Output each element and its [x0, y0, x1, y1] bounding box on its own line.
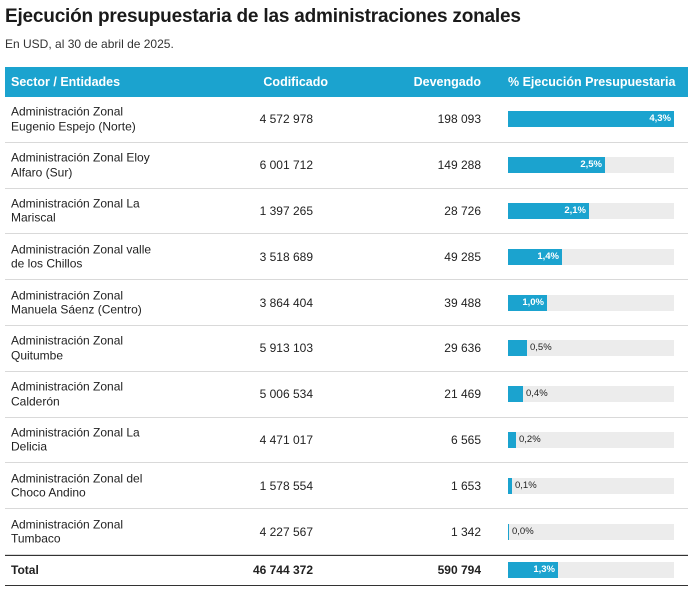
devengado-value: 198 093 [437, 112, 481, 127]
table-row: Administración Zonal Manuela Sáenz (Cent… [5, 280, 688, 326]
table-row: Administración Zonal valle de los Chillo… [5, 234, 688, 281]
column-header-sector: Sector / Entidades [11, 75, 121, 89]
execution-bar-label: 0,2% [519, 433, 541, 445]
table-row: Administración Zonal Tumbaco 4 227 567 1 3… [5, 509, 688, 555]
sector-name: Administración Zonal La Delicia [11, 425, 140, 454]
column-header-ejecucion: % Ejecución Presupuestaria [508, 75, 676, 89]
total-codificado: 46 744 372 [252, 563, 313, 578]
sector-name: Administración Zonal Eugenio Espejo (Nor… [11, 104, 136, 134]
column-header-codificado: Codificado [263, 75, 328, 89]
codificado-value: 4 471 017 [259, 432, 313, 447]
total-bar-track: 1,3% [508, 562, 674, 579]
codificado-value: 5 913 103 [259, 341, 313, 356]
table-row: Administración Zonal Calderón 5 006 534 21… [5, 372, 688, 418]
devengado-value: 49 285 [444, 249, 481, 264]
execution-bar-label: 1,0% [522, 296, 544, 308]
execution-bar-label: 4,3% [649, 113, 671, 125]
devengado-value: 21 469 [444, 387, 481, 402]
sector-name: Administración Zonal Eloy Alfaro (Sur) [11, 150, 150, 180]
sector-name: Administración Zonal Calderón [11, 379, 124, 409]
table-row: Administración Zonal La Delicia 4 471 017… [5, 418, 688, 464]
execution-bar-track: 4,3% [508, 111, 674, 128]
execution-bar [508, 477, 512, 494]
devengado-value: 29 636 [444, 341, 481, 356]
devengado-value: 1 342 [450, 524, 481, 539]
execution-bar-track: 1,4% [508, 248, 674, 265]
execution-bar-label: 0,4% [526, 388, 548, 400]
sector-name: Administración Zonal Tumbaco [11, 517, 124, 546]
devengado-value: 28 726 [444, 203, 481, 218]
codificado-value: 4 227 567 [259, 524, 313, 539]
execution-bar [508, 111, 674, 128]
total-bar-label: 1,3% [533, 564, 555, 576]
table-row: Administración Zonal del Choco Andino 1 5… [5, 463, 688, 510]
codificado-value: 5 006 534 [259, 387, 313, 402]
execution-bar-track: 0,0% [508, 523, 674, 540]
codificado-value: 1 578 554 [259, 478, 313, 493]
execution-bar-track: 0,1% [508, 477, 674, 494]
total-bar [508, 562, 558, 579]
execution-bar-track: 1,0% [508, 294, 674, 311]
table-row: Administración Zonal Quitumbe 5 913 103 29… [5, 326, 688, 372]
execution-bar-label: 2,5% [580, 159, 602, 171]
sector-name: Administración Zonal valle de los Chillo… [11, 242, 152, 271]
codificado-value: 1 397 265 [259, 203, 313, 218]
devengado-value: 39 488 [444, 295, 481, 310]
execution-bar-label: 2,1% [564, 204, 586, 216]
execution-bar-label: 0,0% [512, 525, 534, 537]
table-header: Sector / Entidades Codificado Devengado … [5, 67, 688, 97]
sector-name: Administración Zonal del Choco Andino [11, 471, 143, 500]
budget-table: Sector / Entidades Codificado Devengado … [5, 67, 688, 586]
chart-subtitle: En USD, al 30 de abril de 2025. [5, 37, 174, 51]
execution-bar-track: 2,5% [508, 157, 674, 174]
sector-name: Administración Zonal Manuela Sáenz (Cent… [11, 288, 142, 317]
execution-bar [508, 202, 589, 219]
execution-bar-track: 2,1% [508, 202, 674, 219]
codificado-value: 3 518 689 [259, 249, 313, 264]
total-label: Total [11, 563, 39, 578]
execution-bar [508, 340, 527, 357]
total-devengado: 590 794 [437, 563, 481, 578]
codificado-value: 6 001 712 [259, 158, 313, 173]
execution-bar-track: 0,5% [508, 340, 674, 357]
devengado-value: 1 653 [450, 478, 481, 493]
table-row: Administración Zonal Eugenio Espejo (Nor… [5, 97, 688, 143]
execution-bar [508, 386, 523, 403]
table-row: Administración Zonal La Mariscal 1 397 26… [5, 189, 688, 235]
execution-bar [508, 431, 516, 448]
sector-name: Administración Zonal Quitumbe [11, 333, 124, 363]
table-body: Administración Zonal Eugenio Espejo (Nor… [5, 97, 688, 555]
devengado-value: 6 565 [450, 432, 481, 447]
execution-bar [508, 294, 547, 311]
codificado-value: 4 572 978 [259, 112, 313, 127]
column-header-devengado: Devengado [413, 75, 481, 89]
codificado-value: 3 864 404 [259, 295, 313, 310]
execution-bar-track: 0,4% [508, 386, 674, 403]
execution-bar-label: 0,1% [515, 479, 537, 491]
execution-bar-track: 0,2% [508, 431, 674, 448]
execution-bar [508, 157, 605, 174]
chart-title: Ejecución presupuestaria de las administ… [5, 6, 521, 27]
execution-bar-label: 0,5% [530, 342, 552, 354]
total-row: Total 46 744 372 590 794 1,3% [5, 554, 688, 586]
execution-bar [508, 523, 509, 540]
sector-name: Administración Zonal La Mariscal [11, 196, 140, 225]
execution-bar-label: 1,4% [537, 250, 559, 262]
table-row: Administración Zonal Eloy Alfaro (Sur) 6 … [5, 143, 688, 189]
execution-bar [508, 248, 562, 265]
devengado-value: 149 288 [437, 158, 481, 173]
